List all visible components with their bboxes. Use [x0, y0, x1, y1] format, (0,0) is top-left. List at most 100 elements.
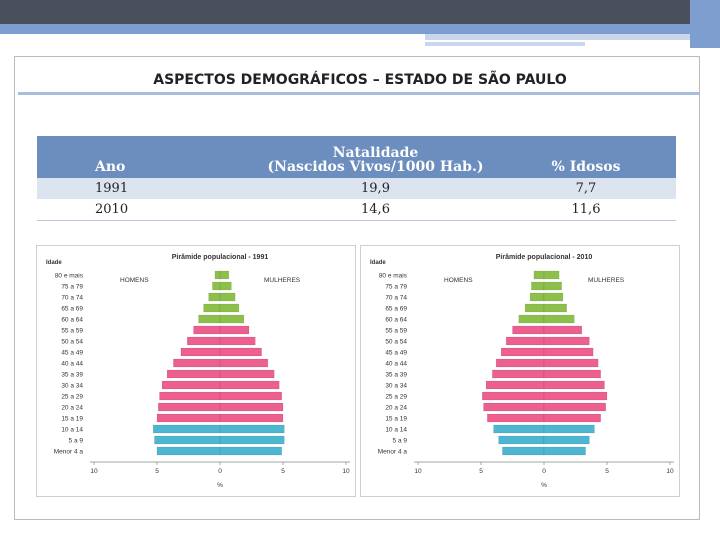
title-underline	[18, 92, 700, 95]
men-label: HOMENS	[120, 277, 149, 284]
cell-natality: 19,9	[255, 178, 496, 199]
table-header-row: Ano Natalidade (Nascidos Vivos/1000 Hab.…	[37, 136, 676, 178]
bar-women	[543, 336, 590, 346]
bar-men	[500, 347, 545, 357]
slide-light-band-2	[425, 42, 585, 46]
age-group-label: 25 a 29	[61, 394, 83, 401]
bar-women	[219, 292, 236, 302]
demographics-table: Ano Natalidade (Nascidos Vivos/1000 Hab.…	[37, 136, 676, 221]
x-axis-label: %	[217, 482, 223, 489]
age-group-label: 10 a 14	[385, 427, 407, 434]
bar-men	[482, 391, 545, 401]
age-group-label: 65 a 69	[385, 306, 407, 313]
bar-men	[193, 325, 221, 335]
bar-men	[505, 336, 545, 346]
bar-women	[543, 270, 560, 280]
age-group-label: Menor 4 a	[54, 449, 84, 456]
bar-men	[161, 380, 221, 390]
age-group-label: 40 a 44	[61, 361, 83, 368]
bar-men	[529, 292, 545, 302]
women-label: MULHERES	[264, 277, 301, 284]
age-group-label: 70 a 74	[385, 295, 407, 302]
bar-men	[498, 435, 545, 445]
bar-women	[219, 314, 245, 324]
age-group-label: 30 a 34	[385, 383, 407, 390]
slide-corner-band	[690, 0, 720, 48]
pyramid-2010-svg: Pirâmide populacional - 2010 Idade HOMENS M…	[360, 245, 680, 497]
bar-women	[219, 446, 282, 456]
bar-men	[198, 314, 221, 324]
cell-natality: 14,6	[255, 199, 496, 221]
slide-frame	[14, 56, 700, 520]
bar-men	[212, 281, 221, 291]
age-group-label: 35 a 39	[385, 372, 407, 379]
table-row: 2010 14,6 11,6	[37, 199, 676, 221]
bar-women	[543, 380, 605, 390]
age-group-label: 25 a 29	[385, 394, 407, 401]
age-group-label: 15 a 19	[385, 416, 407, 423]
x-tick-label: 5	[605, 468, 609, 475]
age-group-label: 60 a 64	[385, 317, 407, 324]
bar-men	[483, 402, 545, 412]
bar-women	[543, 369, 601, 379]
header-natality: Natalidade (Nascidos Vivos/1000 Hab.)	[255, 136, 496, 178]
age-group-label: 65 a 69	[61, 306, 83, 313]
slide-top-band	[0, 0, 720, 24]
age-group-label: 45 a 49	[385, 350, 407, 357]
bar-men	[158, 402, 221, 412]
bar-men	[512, 325, 545, 335]
age-group-label: 55 a 59	[61, 328, 83, 335]
pyramid-title: Pirâmide populacional - 1991	[172, 254, 269, 261]
age-group-label: 20 a 24	[61, 405, 83, 412]
age-group-label: 75 a 79	[385, 284, 407, 291]
bar-men	[152, 424, 221, 434]
bar-men	[524, 303, 545, 313]
bar-men	[208, 292, 221, 302]
bar-women	[219, 413, 284, 423]
bar-women	[219, 270, 230, 280]
header-natality-line1: Natalidade	[332, 145, 419, 161]
age-group-label: 70 a 74	[61, 295, 83, 302]
bar-women	[219, 424, 285, 434]
age-group-label: 10 a 14	[61, 427, 83, 434]
bar-women	[543, 402, 606, 412]
bar-women	[543, 391, 608, 401]
bar-women	[219, 358, 269, 368]
bar-women	[543, 292, 564, 302]
bar-women	[219, 325, 250, 335]
bar-men	[214, 270, 221, 280]
bar-men	[492, 369, 545, 379]
age-group-label: 40 a 44	[385, 361, 407, 368]
x-tick-label: 5	[155, 468, 159, 475]
bar-men	[154, 435, 221, 445]
bar-men	[495, 358, 545, 368]
x-axis-label: %	[541, 482, 547, 489]
bar-women	[219, 336, 256, 346]
age-group-label: 80 e mais	[379, 273, 408, 280]
y-axis-label: Idade	[370, 260, 386, 266]
pyramid-2010: Pirâmide populacional - 2010 Idade HOMENS M…	[360, 245, 680, 497]
bar-women	[543, 413, 601, 423]
bar-men	[156, 413, 221, 423]
cell-year: 2010	[37, 199, 255, 221]
x-tick-label: 10	[414, 468, 422, 475]
bar-women	[543, 347, 594, 357]
pyramid-1991: Pirâmide populacional - 1991 Idade HOMENS M…	[36, 245, 356, 497]
bar-women	[219, 281, 232, 291]
x-tick-label: 0	[542, 468, 546, 475]
bar-women	[543, 325, 583, 335]
age-group-label: 20 a 24	[385, 405, 407, 412]
bar-women	[543, 424, 595, 434]
bar-women	[219, 402, 284, 412]
bar-men	[173, 358, 221, 368]
page-title: ASPECTOS DEMOGRÁFICOS – ESTADO DE SÃO PA…	[153, 72, 567, 88]
x-tick-label: 5	[281, 468, 285, 475]
bar-men	[166, 369, 221, 379]
bar-men	[180, 347, 221, 357]
header-year: Ano	[37, 136, 255, 178]
bar-women	[543, 435, 590, 445]
bar-women	[219, 347, 262, 357]
bar-women	[219, 380, 280, 390]
x-tick-label: 10	[90, 468, 98, 475]
cell-elderly: 11,6	[496, 199, 676, 221]
